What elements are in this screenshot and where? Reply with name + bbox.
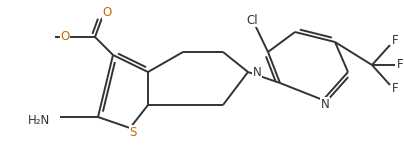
Text: F: F [392, 82, 399, 95]
Text: F: F [397, 59, 404, 71]
Text: O: O [60, 30, 69, 43]
Text: N: N [253, 65, 262, 78]
Text: H₂N: H₂N [28, 114, 50, 127]
Text: N: N [321, 97, 329, 111]
Text: Cl: Cl [246, 14, 258, 27]
Text: O: O [102, 6, 112, 19]
Text: S: S [129, 125, 137, 138]
Text: F: F [392, 35, 399, 48]
